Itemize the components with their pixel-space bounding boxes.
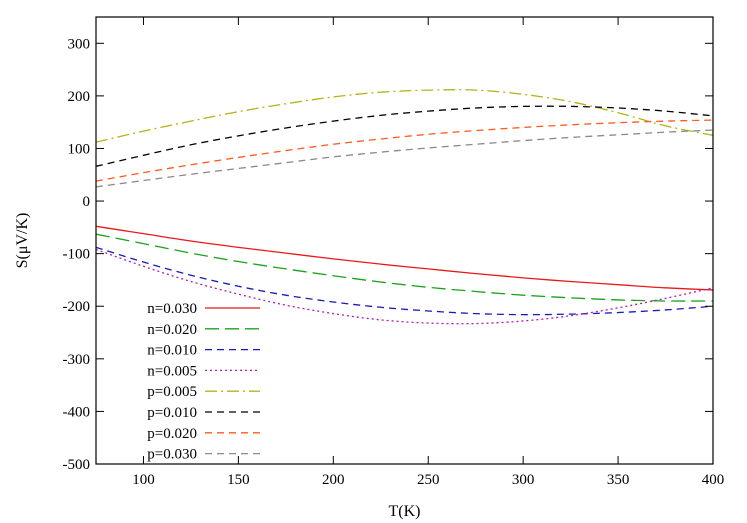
y-tick-label: 300 [68,36,91,52]
y-tick-label: -100 [63,247,91,263]
legend-label: n=0.005 [147,363,197,379]
x-tick-label: 150 [227,472,250,488]
x-axis-label: T(K) [389,503,421,520]
series-line-p=0.020 [96,119,713,182]
x-tick-label: 200 [322,472,345,488]
y-tick-label: -300 [63,352,91,368]
legend-label: n=0.020 [147,322,197,338]
y-tick-label: 200 [68,89,91,105]
y-tick-label: -500 [63,457,91,473]
legend-label: n=0.030 [147,301,197,317]
legend: n=0.030 n=0.020 n=0.010 n=0.005 p=0.005 p=0.0… [147,301,260,463]
axis-ticks: 100 150 200 250 300 350 400 -500 -400 -300 -200 -10… [63,17,725,488]
series-line-n=0.020 [96,233,713,302]
x-tick-label: 250 [417,472,440,488]
x-tick-label: 400 [702,472,725,488]
legend-label: p=0.030 [147,447,197,463]
series-line-p=0.030 [96,129,713,188]
series-group [96,89,713,325]
y-tick-label: 0 [83,194,91,210]
y-tick-label: -200 [63,299,91,315]
y-axis-label: S(μV/K) [14,213,31,269]
plot-frame [95,16,714,465]
legend-label: p=0.020 [147,426,197,442]
y-tick-label: 100 [68,141,91,157]
x-tick-label: 350 [607,472,630,488]
series-line-n=0.010 [96,246,713,316]
series-line-p=0.010 [96,105,713,167]
series-line-n=0.030 [96,225,713,291]
legend-label: n=0.010 [147,343,197,359]
legend-label: p=0.010 [147,405,197,421]
legend-label: p=0.005 [147,384,197,400]
x-tick-label: 100 [132,472,155,488]
x-tick-label: 300 [512,472,535,488]
series-line-p=0.005 [96,89,713,143]
y-tick-label: -400 [63,404,91,420]
